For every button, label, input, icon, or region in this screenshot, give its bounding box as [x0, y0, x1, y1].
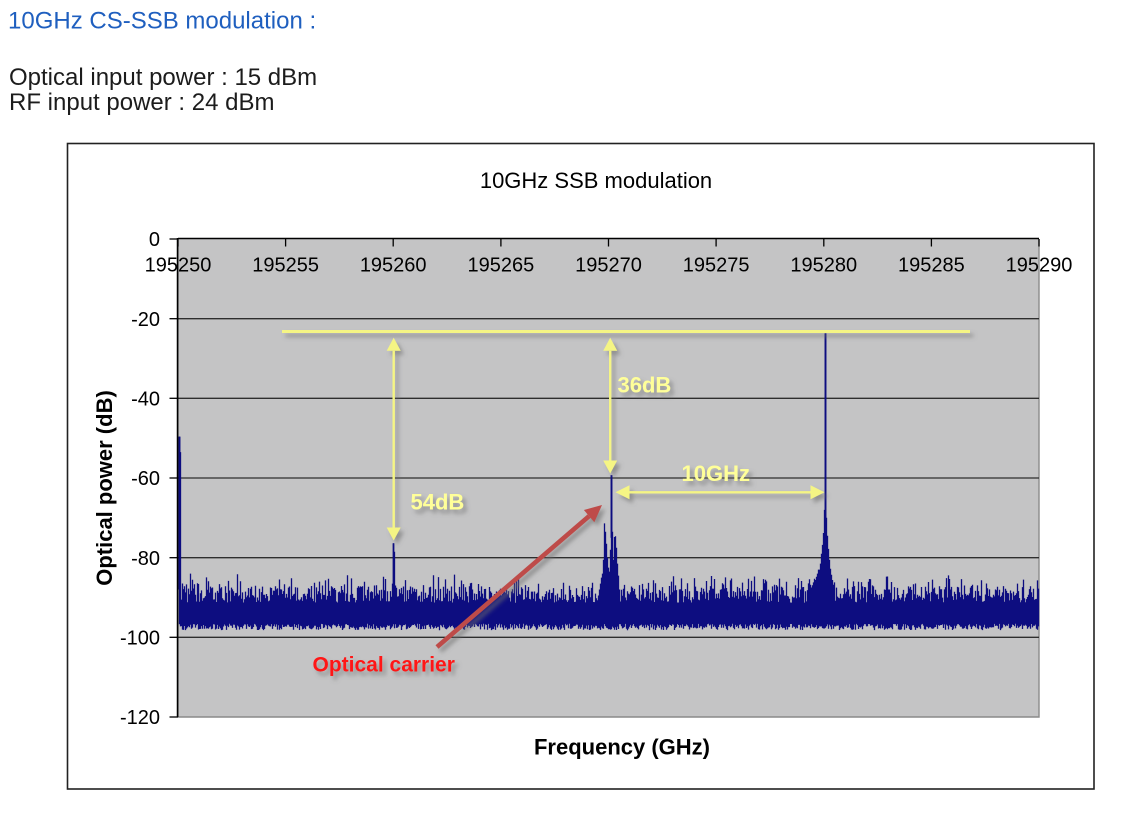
svg-text:54dB: 54dB: [411, 489, 465, 514]
svg-text:-120: -120: [120, 707, 160, 729]
svg-text:195250: 195250: [145, 255, 212, 277]
svg-text:Frequency (GHz): Frequency (GHz): [534, 735, 710, 760]
svg-text:195290: 195290: [1006, 255, 1073, 277]
svg-text:195255: 195255: [252, 255, 319, 277]
svg-text:0: 0: [149, 229, 160, 251]
svg-text:10GHz SSB modulation: 10GHz SSB modulation: [480, 168, 712, 193]
svg-text:195280: 195280: [790, 255, 857, 277]
svg-text:10GHz CS-SSB modulation :: 10GHz CS-SSB modulation :: [8, 8, 316, 35]
svg-text:Optical carrier: Optical carrier: [313, 653, 455, 676]
svg-text:195270: 195270: [575, 255, 642, 277]
svg-text:10GHz: 10GHz: [682, 461, 750, 486]
svg-text:Optical power (dB): Optical power (dB): [92, 390, 117, 586]
svg-text:195275: 195275: [683, 255, 750, 277]
svg-text:-80: -80: [131, 548, 160, 570]
svg-text:36dB: 36dB: [618, 373, 672, 398]
svg-text:-60: -60: [131, 468, 160, 490]
svg-text:Optical input power : 15 dBm: Optical input power : 15 dBm: [9, 64, 317, 91]
svg-text:195260: 195260: [360, 255, 427, 277]
svg-text:195285: 195285: [898, 255, 965, 277]
svg-text:RF input power : 24 dBm: RF input power : 24 dBm: [9, 89, 274, 116]
svg-text:195265: 195265: [468, 255, 535, 277]
svg-text:-40: -40: [131, 389, 160, 411]
svg-text:-100: -100: [120, 628, 160, 650]
svg-text:-20: -20: [131, 309, 160, 331]
